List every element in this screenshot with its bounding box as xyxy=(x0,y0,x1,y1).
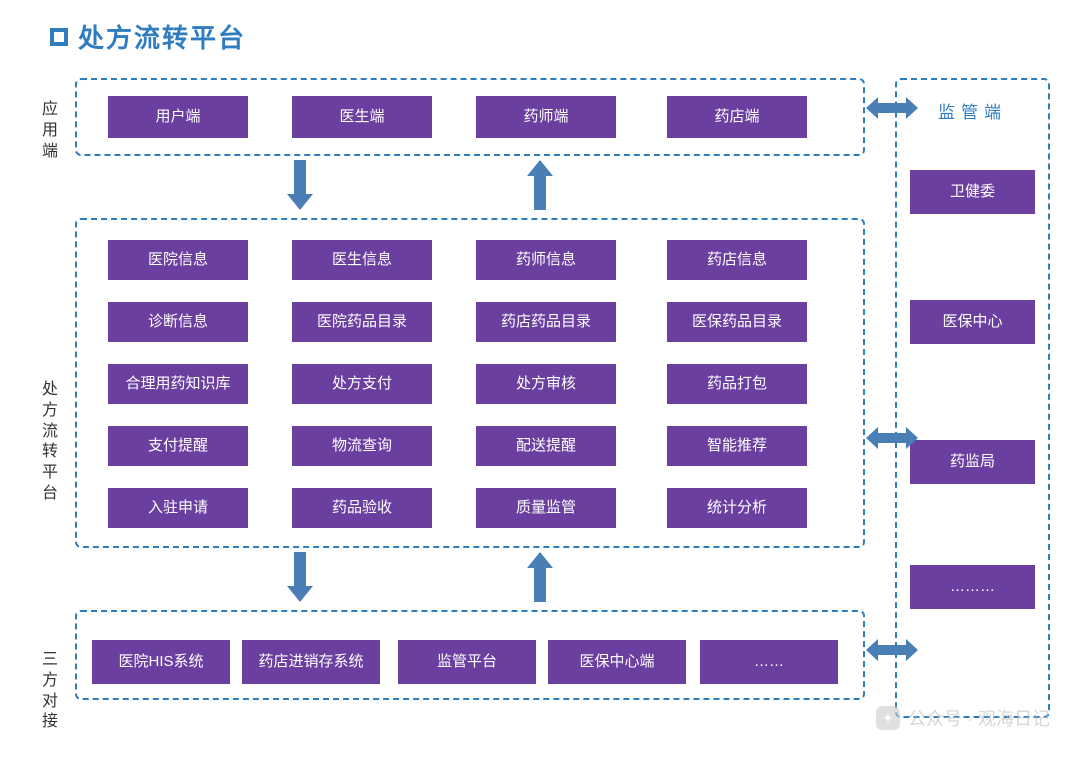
watermark-text: 公众号 · 观海日记 xyxy=(908,705,1050,731)
wechat-icon: ✦ xyxy=(876,706,900,730)
core-box-r3-c3: 智能推荐 xyxy=(667,426,807,466)
core-box-r2-c2: 处方审核 xyxy=(476,364,616,404)
core-box-r0-c1: 医生信息 xyxy=(292,240,432,280)
arrow-third-to-core-up xyxy=(527,552,553,602)
third-box-2: 监管平台 xyxy=(398,640,536,684)
core-box-r2-c0: 合理用药知识库 xyxy=(108,364,248,404)
app-box-1: 医生端 xyxy=(292,96,432,138)
arrow-core-to-apps-up xyxy=(527,160,553,210)
reg-title: 监管端 xyxy=(910,98,1035,126)
core-box-r3-c0: 支付提醒 xyxy=(108,426,248,466)
title-bullet-icon xyxy=(50,28,68,46)
reg-box-0: 卫健委 xyxy=(910,170,1035,214)
third-box-3: 医保中心端 xyxy=(548,640,686,684)
reg-box-1: 医保中心 xyxy=(910,300,1035,344)
arrow-third-to-reg xyxy=(866,639,918,661)
section-label-platform-side: 处方流转平台 xyxy=(40,380,60,505)
core-box-r1-c1: 医院药品目录 xyxy=(292,302,432,342)
core-box-r1-c3: 医保药品目录 xyxy=(667,302,807,342)
core-box-r3-c2: 配送提醒 xyxy=(476,426,616,466)
core-box-r0-c3: 药店信息 xyxy=(667,240,807,280)
core-box-r2-c3: 药品打包 xyxy=(667,364,807,404)
reg-box-2: 药监局 xyxy=(910,440,1035,484)
core-box-r4-c1: 药品验收 xyxy=(292,488,432,528)
app-box-3: 药店端 xyxy=(667,96,807,138)
arrow-apps-to-core-down xyxy=(287,160,313,210)
core-box-r2-c1: 处方支付 xyxy=(292,364,432,404)
core-box-r4-c0: 入驻申请 xyxy=(108,488,248,528)
core-box-r4-c3: 统计分析 xyxy=(667,488,807,528)
core-box-r4-c2: 质量监管 xyxy=(476,488,616,528)
arrow-core-to-reg xyxy=(866,427,918,449)
third-box-0: 医院HIS系统 xyxy=(92,640,230,684)
core-box-r1-c0: 诊断信息 xyxy=(108,302,248,342)
section-label-app-side: 应用端 xyxy=(40,100,60,162)
arrow-apps-to-reg xyxy=(866,97,918,119)
core-box-r1-c2: 药店药品目录 xyxy=(476,302,616,342)
page-title-wrap: 处方流转平台 xyxy=(50,18,246,55)
watermark: ✦ 公众号 · 观海日记 xyxy=(876,705,1050,731)
app-box-2: 药师端 xyxy=(476,96,616,138)
reg-box-3: ……… xyxy=(910,565,1035,609)
third-box-4: …… xyxy=(700,640,838,684)
page-title: 处方流转平台 xyxy=(78,18,246,55)
core-box-r0-c0: 医院信息 xyxy=(108,240,248,280)
section-label-third-side: 三方对接 xyxy=(40,650,60,733)
third-box-1: 药店进销存系统 xyxy=(242,640,380,684)
core-box-r3-c1: 物流查询 xyxy=(292,426,432,466)
arrow-core-to-third-down xyxy=(287,552,313,602)
core-box-r0-c2: 药师信息 xyxy=(476,240,616,280)
app-box-0: 用户端 xyxy=(108,96,248,138)
